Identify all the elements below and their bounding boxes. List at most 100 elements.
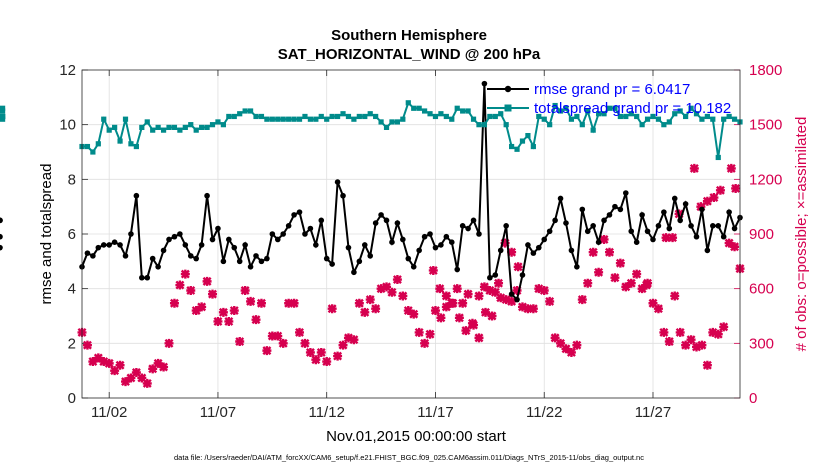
spread-point bbox=[188, 122, 194, 128]
obs-assimilated-marker bbox=[229, 306, 239, 316]
rmse-point bbox=[247, 264, 254, 270]
rmse-point bbox=[405, 255, 412, 262]
rmse-point bbox=[133, 192, 140, 199]
obs-assimilated-marker bbox=[88, 357, 98, 367]
rmse-point bbox=[454, 266, 461, 273]
obs-assimilated-marker bbox=[441, 302, 451, 312]
rmse-point bbox=[155, 264, 161, 270]
spread-point bbox=[438, 111, 444, 117]
rmse-point bbox=[514, 296, 520, 303]
x-tick-label: 11/12 bbox=[308, 404, 344, 421]
rmse-point bbox=[650, 236, 656, 243]
rmse-point bbox=[682, 201, 689, 207]
x-axis-label: Nov.01,2015 00:00:00 start bbox=[326, 428, 507, 445]
obs-assimilated-marker bbox=[93, 353, 103, 363]
spread-point bbox=[329, 113, 335, 120]
obs-assimilated-marker bbox=[641, 280, 651, 290]
rmse-point bbox=[541, 236, 548, 243]
spread-point bbox=[139, 124, 145, 130]
rmse-point bbox=[579, 206, 586, 213]
obs-assimilated-marker bbox=[702, 196, 712, 206]
obs-assimilated-marker bbox=[425, 329, 435, 339]
spread-point bbox=[465, 108, 471, 114]
spread-point bbox=[313, 116, 319, 122]
rmse-point bbox=[307, 225, 314, 232]
spread-point bbox=[264, 116, 270, 122]
rmse-point bbox=[100, 242, 107, 248]
obs-assimilated-marker bbox=[454, 313, 464, 323]
rmse-point bbox=[117, 242, 123, 248]
spread-point bbox=[503, 122, 509, 128]
spread-point bbox=[612, 105, 618, 111]
y-axis-right-label: # of obs: o=possible; ×=assimilated bbox=[793, 117, 810, 352]
spread-point bbox=[693, 111, 700, 117]
spread-point bbox=[421, 108, 428, 114]
plot-area-frame bbox=[81, 69, 741, 399]
chart-title: Southern Hemisphere bbox=[331, 27, 487, 44]
obs-assimilated-marker bbox=[670, 291, 680, 301]
spread-point bbox=[432, 113, 439, 120]
spread-point bbox=[334, 113, 341, 120]
y-right-tick-label: 600 bbox=[749, 281, 774, 298]
obs-assimilated-marker bbox=[479, 282, 489, 292]
obs-assimilated-marker bbox=[186, 285, 196, 295]
rmse-point bbox=[220, 258, 227, 265]
spread-point bbox=[345, 113, 352, 120]
rmse-point bbox=[128, 231, 134, 237]
spread-point bbox=[155, 124, 161, 130]
obs-assimilated-marker bbox=[208, 289, 218, 299]
obs-assimilated-marker bbox=[528, 304, 538, 314]
spread-point bbox=[661, 122, 667, 128]
obs-assimilated-marker bbox=[724, 238, 734, 248]
y-left-tick-label: 0 bbox=[68, 390, 76, 407]
obs-assimilated-marker bbox=[441, 291, 451, 301]
spread-point bbox=[171, 124, 178, 130]
legend-rmse-marker bbox=[504, 85, 512, 93]
spread-point bbox=[133, 143, 139, 150]
obs-assimilated-marker bbox=[501, 295, 511, 305]
rmse-point bbox=[182, 242, 189, 248]
spread-point bbox=[530, 143, 536, 150]
spread-point bbox=[318, 113, 324, 120]
obs-assimilated-marker bbox=[428, 265, 438, 275]
obs-assimilated-marker bbox=[566, 347, 576, 357]
spread-point bbox=[644, 116, 651, 122]
rmse-point bbox=[334, 179, 341, 185]
obs-assimilated-marker bbox=[534, 284, 544, 294]
spread-point bbox=[122, 116, 129, 122]
obs-assimilated-marker bbox=[689, 163, 699, 173]
spread-point bbox=[0, 113, 6, 120]
obs-assimilated-marker bbox=[273, 331, 283, 341]
obs-assimilated-marker bbox=[82, 340, 92, 350]
legend: rmse grand pr = 6.0417 totalspread grand… bbox=[487, 81, 731, 117]
spread-point bbox=[351, 116, 357, 122]
obs-assimilated-marker bbox=[715, 185, 725, 195]
obs-assimilated-marker bbox=[322, 357, 332, 367]
obs-assimilated-marker bbox=[365, 295, 375, 305]
spread-point bbox=[269, 116, 275, 122]
obs-assimilated-marker bbox=[316, 347, 326, 357]
rmse-point bbox=[198, 242, 205, 248]
obs-assimilated-marker bbox=[507, 247, 517, 257]
obs-assimilated-marker bbox=[354, 298, 364, 308]
obs-assimilated-marker bbox=[485, 285, 495, 295]
spread-point bbox=[144, 119, 150, 125]
spread-point bbox=[514, 146, 520, 152]
spread-point bbox=[90, 149, 96, 155]
spread-point bbox=[568, 116, 575, 122]
obs-assimilated-marker bbox=[137, 373, 147, 383]
rmse-point bbox=[492, 272, 499, 278]
rmse-point bbox=[710, 223, 716, 229]
obs-assimilated-marker bbox=[148, 364, 158, 374]
rmse-point bbox=[546, 228, 553, 235]
line-series bbox=[0, 80, 743, 303]
obs-assimilated-marker bbox=[691, 342, 701, 352]
obs-assimilated-marker bbox=[487, 311, 497, 321]
obs-assimilated-marker bbox=[517, 302, 527, 312]
rmse-point bbox=[525, 242, 531, 248]
rmse-point bbox=[106, 242, 112, 248]
spread-point bbox=[470, 116, 477, 122]
rmse-point bbox=[563, 220, 569, 226]
spread-point bbox=[0, 105, 6, 111]
rmse-point bbox=[0, 217, 3, 224]
